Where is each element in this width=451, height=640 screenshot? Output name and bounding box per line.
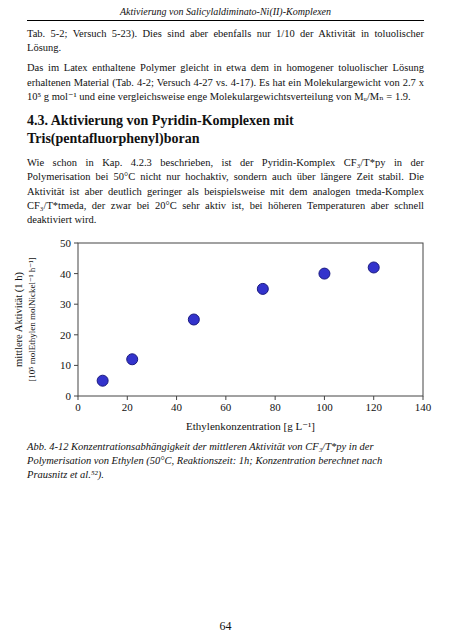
- point: [368, 262, 379, 273]
- section-heading: 4.3. Aktivierung von Pyridin-Komplexen m…: [27, 112, 424, 148]
- y-axis-label: mittlere Aktivität (1 h): [13, 272, 25, 367]
- y-axis-label: [10⁵ molEthylen molNickel⁻¹ h⁻¹]: [27, 257, 37, 381]
- page: Aktivierung von Salicylaldiminato-Ni(II)…: [27, 6, 424, 483]
- x-tick-label: 80: [270, 401, 282, 413]
- x-tick: [324, 396, 325, 400]
- y-tick: [74, 273, 78, 274]
- x-tick: [78, 396, 79, 400]
- point: [188, 314, 199, 325]
- y-tick: [74, 304, 78, 305]
- y-tick-label: 50: [60, 237, 72, 249]
- figure-caption: Abb. 4-12 Konzentrationsabhängigkeit der…: [27, 440, 424, 483]
- paragraph: Tab. 5-2; Versuch 5-23). Dies sind aber …: [27, 27, 424, 55]
- y-tick: [74, 396, 78, 397]
- points: [97, 262, 379, 386]
- x-axis-label: Ethylenkonzentration [g L⁻¹]: [186, 420, 315, 432]
- y-tick-label: 10: [60, 359, 72, 371]
- point: [127, 354, 138, 365]
- y-tick: [74, 243, 78, 244]
- point: [319, 268, 330, 279]
- page-header: Aktivierung von Salicylaldiminato-Ni(II)…: [27, 6, 424, 21]
- page-number: 64: [0, 619, 451, 634]
- chart: 0 20 40 60 80 100 120 140 0 10 20 30 40 50 Ethylenkonz…: [0, 233, 451, 438]
- x-tick-label: 20: [122, 401, 134, 413]
- y-tick: [74, 365, 78, 366]
- y-tick: [74, 334, 78, 335]
- y-tick-label: 40: [60, 268, 72, 280]
- x-tick: [176, 396, 177, 400]
- x-tick: [275, 396, 276, 400]
- y-tick-label: 0: [66, 390, 72, 402]
- x-tick-label: 60: [220, 401, 232, 413]
- x-tick-label: 100: [316, 401, 333, 413]
- point: [257, 283, 268, 294]
- y-tick-label: 20: [60, 329, 72, 341]
- paragraph: Wie schon in Kap. 4.2.3 beschrieben, ist…: [27, 156, 424, 227]
- x-tick: [225, 396, 226, 400]
- x-tick: [127, 396, 128, 400]
- x-tick-label: 0: [75, 401, 81, 413]
- x-tick: [373, 396, 374, 400]
- y-tick-label: 30: [60, 298, 72, 310]
- x-tick-label: 120: [365, 401, 382, 413]
- paragraph: Das im Latex enthaltene Polymer gleicht …: [27, 61, 424, 104]
- x-tick-label: 40: [171, 401, 183, 413]
- point: [97, 375, 108, 386]
- x-tick: [423, 396, 424, 400]
- x-tick-label: 140: [415, 401, 432, 413]
- plot-frame: [78, 243, 423, 396]
